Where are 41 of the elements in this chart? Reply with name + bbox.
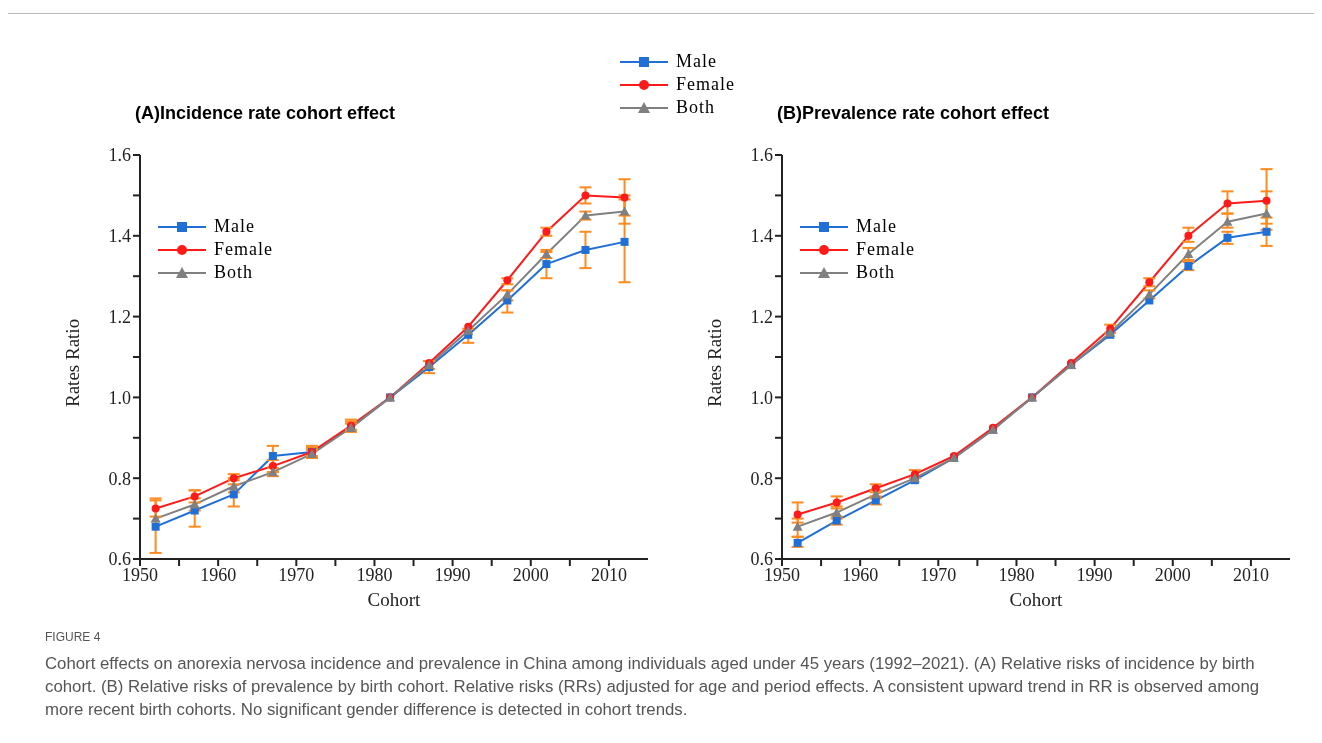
- chart-title: (A)Incidence rate cohort effect: [135, 103, 396, 124]
- x-axis-title: Cohort: [367, 589, 422, 610]
- y-tick-label: 1.6: [750, 145, 773, 166]
- y-tick-label: 1.2: [108, 306, 131, 327]
- x-tick-label: 1950: [764, 564, 800, 585]
- y-tick-label: 1.6: [108, 145, 131, 166]
- x-tick-label: 1960: [200, 564, 237, 585]
- y-tick-label: 1.0: [750, 387, 773, 408]
- caption: FIGURE 4: [45, 630, 102, 644]
- y-tick-label: 1.4: [750, 226, 773, 247]
- legend-label: Male: [214, 216, 255, 237]
- text: Cohort effects on anorexia nervosa incidence and prevalence in China among individuals aged under 45 years (1992–2021). (A) Relative risks of incidence by birth cohort. (B) Relative risks of prevalence by birth cohort. Relative risks (RRs) adjusted for age and period effects. A consistent upward trend in RR is observed among more recent birth cohorts. No significant gender difference is detected in cohort trends.: [45, 653, 1261, 721]
- x-tick-label: 1980: [356, 564, 393, 585]
- x-tick-label: 1990: [434, 564, 471, 585]
- y-axis-title: Rates Ratio: [61, 318, 83, 407]
- x-axis-title: Cohort: [1009, 589, 1064, 610]
- y-tick-label: 1.2: [750, 306, 773, 327]
- x-tick-label: 2010: [590, 564, 627, 585]
- y-tick-label: 0.8: [108, 468, 131, 489]
- text: Both: [676, 97, 716, 117]
- y-tick-label: 0.8: [750, 468, 773, 489]
- x-tick-label: 1960: [842, 564, 879, 585]
- y-axis-title: Rates Ratio: [703, 318, 725, 407]
- legend-label: Both: [856, 262, 896, 283]
- x-tick-label: 1980: [998, 564, 1035, 585]
- y-tick-label: 1.0: [108, 387, 131, 408]
- x-tick-label: 1950: [122, 564, 158, 585]
- x-tick-label: 1970: [278, 564, 315, 585]
- x-tick-label: 2010: [1232, 564, 1269, 585]
- chart-title: (B)Prevalence rate cohort effect: [777, 103, 1050, 124]
- x-tick-label: 2000: [1154, 564, 1191, 585]
- text: Male: [676, 51, 717, 71]
- y-tick-label: 1.4: [108, 226, 131, 247]
- legend-label: Female: [214, 239, 273, 260]
- x-tick-label: 2000: [512, 564, 549, 585]
- legend-label: Female: [856, 239, 915, 260]
- legend-label: Male: [856, 216, 897, 237]
- x-tick-label: 1970: [920, 564, 957, 585]
- x-tick-label: 1990: [1076, 564, 1113, 585]
- text: Female: [676, 74, 735, 94]
- legend-label: Both: [214, 262, 254, 283]
